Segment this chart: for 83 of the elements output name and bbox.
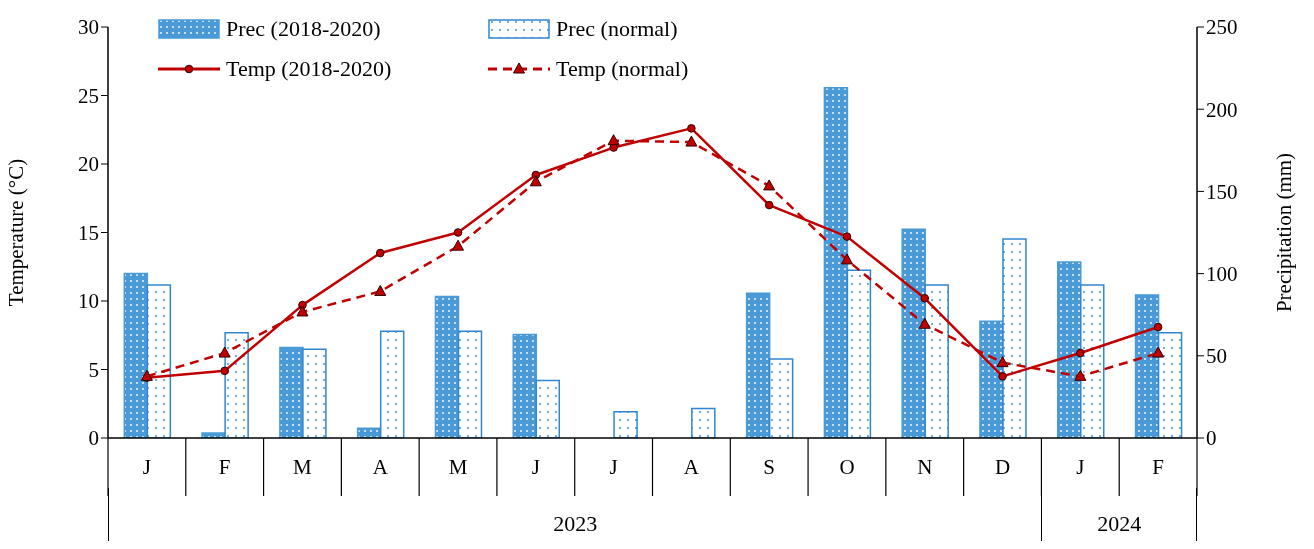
point — [685, 135, 698, 147]
x-tick-label: O — [839, 455, 855, 479]
point — [1153, 322, 1163, 332]
legend-label: Temp (normal) — [556, 56, 689, 82]
x-tick-label: N — [917, 455, 933, 479]
y-tick-label: 10 — [78, 289, 99, 314]
y2-tick-label: 200 — [1206, 97, 1238, 122]
point — [1152, 346, 1165, 358]
point — [218, 346, 231, 358]
y2-axis-title: Precipitation (mm) — [1272, 152, 1297, 313]
point — [687, 124, 696, 133]
point — [840, 253, 853, 265]
y-tick-label: 15 — [78, 220, 99, 245]
point — [842, 232, 852, 241]
bar — [846, 269, 872, 438]
point — [996, 356, 1009, 368]
point — [374, 284, 387, 296]
point — [763, 179, 776, 191]
x-tick-label: A — [372, 455, 389, 479]
y2-tick-label: 150 — [1206, 179, 1238, 204]
bar — [457, 330, 483, 438]
point — [607, 134, 620, 146]
x-tick-label: F — [1152, 455, 1164, 479]
x-tick-label: S — [763, 455, 776, 479]
legend-label: Prec (2018-2020) — [226, 16, 381, 42]
bar — [1057, 261, 1082, 438]
point — [529, 175, 542, 187]
y-axis-title: Temperature (°C) — [4, 158, 29, 307]
y-tick-label: 20 — [78, 152, 99, 177]
bar — [535, 379, 561, 438]
point — [220, 366, 229, 376]
bar — [379, 330, 405, 438]
x-tick-label: M — [448, 455, 468, 479]
bar — [691, 407, 716, 438]
point — [452, 239, 465, 251]
y-tick-label: 0 — [88, 426, 99, 451]
point — [375, 248, 385, 258]
bar — [146, 284, 172, 438]
legend-label: Prec (normal) — [556, 16, 678, 42]
bar — [768, 358, 794, 438]
point — [1076, 348, 1085, 358]
y2-tick-label: 250 — [1206, 15, 1238, 40]
bar — [823, 87, 849, 438]
x-tick-label: J — [1076, 455, 1085, 479]
point — [609, 143, 618, 152]
bar — [613, 410, 638, 438]
bar — [1002, 238, 1027, 438]
x-tick-label: M — [293, 455, 313, 479]
y-tick-label: 30 — [78, 15, 99, 40]
bar — [1157, 332, 1183, 438]
x-tick-label: J — [142, 455, 151, 479]
text: 2023 — [108, 488, 1042, 541]
text: 2024 — [1041, 488, 1197, 541]
x-tick-label: J — [609, 455, 618, 479]
bar — [745, 292, 771, 438]
point — [764, 200, 774, 210]
bar — [924, 284, 949, 438]
y2-tick-label: 100 — [1206, 262, 1238, 287]
bar — [123, 272, 149, 438]
bar — [224, 332, 249, 438]
point — [1074, 369, 1087, 381]
bar — [1080, 284, 1105, 438]
point — [918, 317, 931, 329]
bar — [279, 346, 304, 438]
x-tick-label: A — [683, 455, 700, 479]
x-tick-label: J — [531, 455, 540, 479]
point — [998, 372, 1007, 381]
point — [296, 305, 309, 317]
legend-label: Temp (2018-2020) — [226, 56, 392, 82]
y2-tick-label: 50 — [1206, 344, 1227, 369]
bar — [302, 348, 327, 438]
y-tick-label: 25 — [78, 83, 99, 108]
point — [140, 369, 153, 381]
x-tick-label: F — [218, 455, 231, 479]
point — [453, 228, 463, 237]
point — [920, 293, 930, 303]
x-tick-label: D — [994, 455, 1011, 479]
bar — [901, 228, 926, 438]
bar — [512, 333, 538, 438]
y2-tick-label: 0 — [1206, 426, 1217, 451]
y-tick-label: 5 — [88, 357, 99, 382]
bar — [1134, 294, 1160, 438]
bar — [434, 295, 460, 438]
